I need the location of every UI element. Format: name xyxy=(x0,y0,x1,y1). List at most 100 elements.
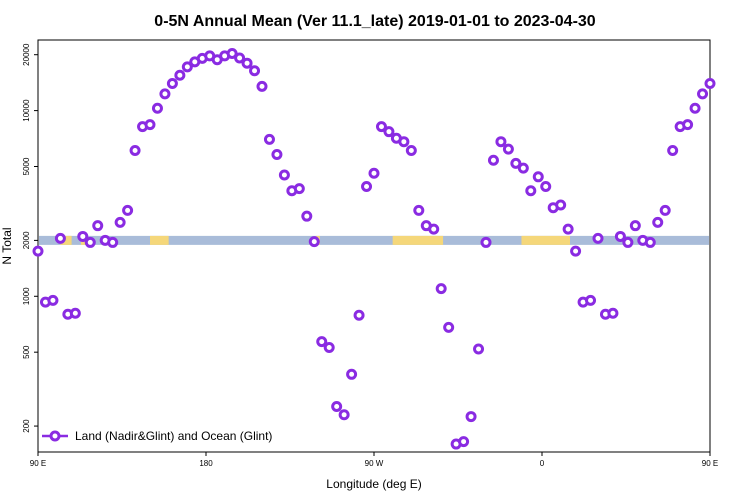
data-point xyxy=(346,368,358,380)
data-point xyxy=(652,216,664,228)
data-point xyxy=(166,77,178,89)
data-point xyxy=(540,181,552,193)
data-point xyxy=(607,307,619,319)
data-point xyxy=(263,133,275,145)
data-point xyxy=(301,210,313,222)
data-point xyxy=(487,154,499,166)
data-point xyxy=(226,48,238,60)
data-point xyxy=(570,245,582,257)
legend-marker xyxy=(49,430,61,442)
y-tick-label: 500 xyxy=(22,345,31,359)
data-point xyxy=(622,236,634,248)
data-point xyxy=(331,400,343,412)
data-point xyxy=(249,65,261,77)
x-tick-label: 90 E xyxy=(702,459,718,468)
data-point xyxy=(114,216,126,228)
y-axis-label: N Total xyxy=(0,227,14,264)
x-axis-label: Longitude (deg E) xyxy=(326,477,421,491)
data-point xyxy=(405,144,417,156)
y-tick-label: 2000 xyxy=(22,231,31,249)
y-axis: 200 500 1000 2000 5000 10000 20000 xyxy=(22,43,38,433)
surface-band xyxy=(39,235,709,245)
data-point xyxy=(413,204,425,216)
data-point xyxy=(398,136,410,148)
data-point xyxy=(562,223,574,235)
data-point xyxy=(555,199,567,211)
data-point xyxy=(181,61,193,73)
data-point xyxy=(435,283,447,295)
data-point xyxy=(525,185,537,197)
data-point xyxy=(54,232,66,244)
land-segment xyxy=(521,235,570,245)
data-point xyxy=(293,183,305,195)
data-point xyxy=(234,52,246,64)
data-point xyxy=(84,236,96,248)
data-point xyxy=(585,294,597,306)
y-tick-label: 200 xyxy=(22,419,31,433)
y-tick-label: 20000 xyxy=(22,43,31,66)
data-point xyxy=(659,204,671,216)
x-tick-label: 90 E xyxy=(30,459,46,468)
plot-frame xyxy=(37,39,711,453)
x-tick-label: 0 xyxy=(540,459,545,468)
data-point xyxy=(614,230,626,242)
x-axis: 90 E 180 90 W 0 90 E xyxy=(30,452,718,468)
data-point xyxy=(510,157,522,169)
data-point xyxy=(32,245,44,257)
y-tick-label: 10000 xyxy=(22,99,31,122)
data-point xyxy=(443,321,455,333)
data-point xyxy=(77,230,89,242)
data-point xyxy=(532,171,544,183)
data-point xyxy=(517,162,529,174)
data-point xyxy=(129,144,141,156)
data-point xyxy=(353,309,365,321)
data-point xyxy=(323,341,335,353)
data-point xyxy=(375,121,387,133)
data-point xyxy=(159,88,171,100)
legend: Land (Nadir&Glint) and Ocean (Glint) xyxy=(42,429,272,443)
data-point xyxy=(122,204,134,216)
data-point xyxy=(644,236,656,248)
data-point xyxy=(69,307,81,319)
data-point xyxy=(241,57,253,69)
data-point xyxy=(338,409,350,421)
data-point xyxy=(383,126,395,138)
data-point xyxy=(92,220,104,232)
data-point xyxy=(629,220,641,232)
data-point xyxy=(47,294,59,306)
data-point xyxy=(256,80,268,92)
y-tick-label: 1000 xyxy=(22,287,31,305)
data-point xyxy=(697,88,709,100)
data-point xyxy=(689,102,701,114)
data-point xyxy=(682,119,694,131)
data-point xyxy=(278,169,290,181)
land-segment xyxy=(60,235,72,245)
data-point xyxy=(495,136,507,148)
data-point xyxy=(667,144,679,156)
data-point xyxy=(458,436,470,448)
data-point xyxy=(592,232,604,244)
data-point xyxy=(480,236,492,248)
data-point xyxy=(368,167,380,179)
x-tick-label: 180 xyxy=(199,459,213,468)
ocean-band xyxy=(39,235,709,245)
data-point xyxy=(271,149,283,161)
data-point xyxy=(704,77,716,89)
data-point xyxy=(144,119,156,131)
legend-label: Land (Nadir&Glint) and Ocean (Glint) xyxy=(75,429,272,443)
chart-title: 0-5N Annual Mean (Ver 11.1_late) 2019-01… xyxy=(154,13,596,30)
data-point xyxy=(473,343,485,355)
y-tick-label: 5000 xyxy=(22,157,31,175)
data-point xyxy=(107,236,119,248)
data-point xyxy=(308,236,320,248)
data-point xyxy=(465,411,477,423)
data-point xyxy=(151,102,163,114)
land-segment xyxy=(392,235,444,245)
data-point xyxy=(174,69,186,81)
data-point xyxy=(361,181,373,193)
land-segment xyxy=(150,235,169,245)
data-points xyxy=(32,48,716,450)
data-point xyxy=(428,223,440,235)
data-point xyxy=(502,143,514,155)
